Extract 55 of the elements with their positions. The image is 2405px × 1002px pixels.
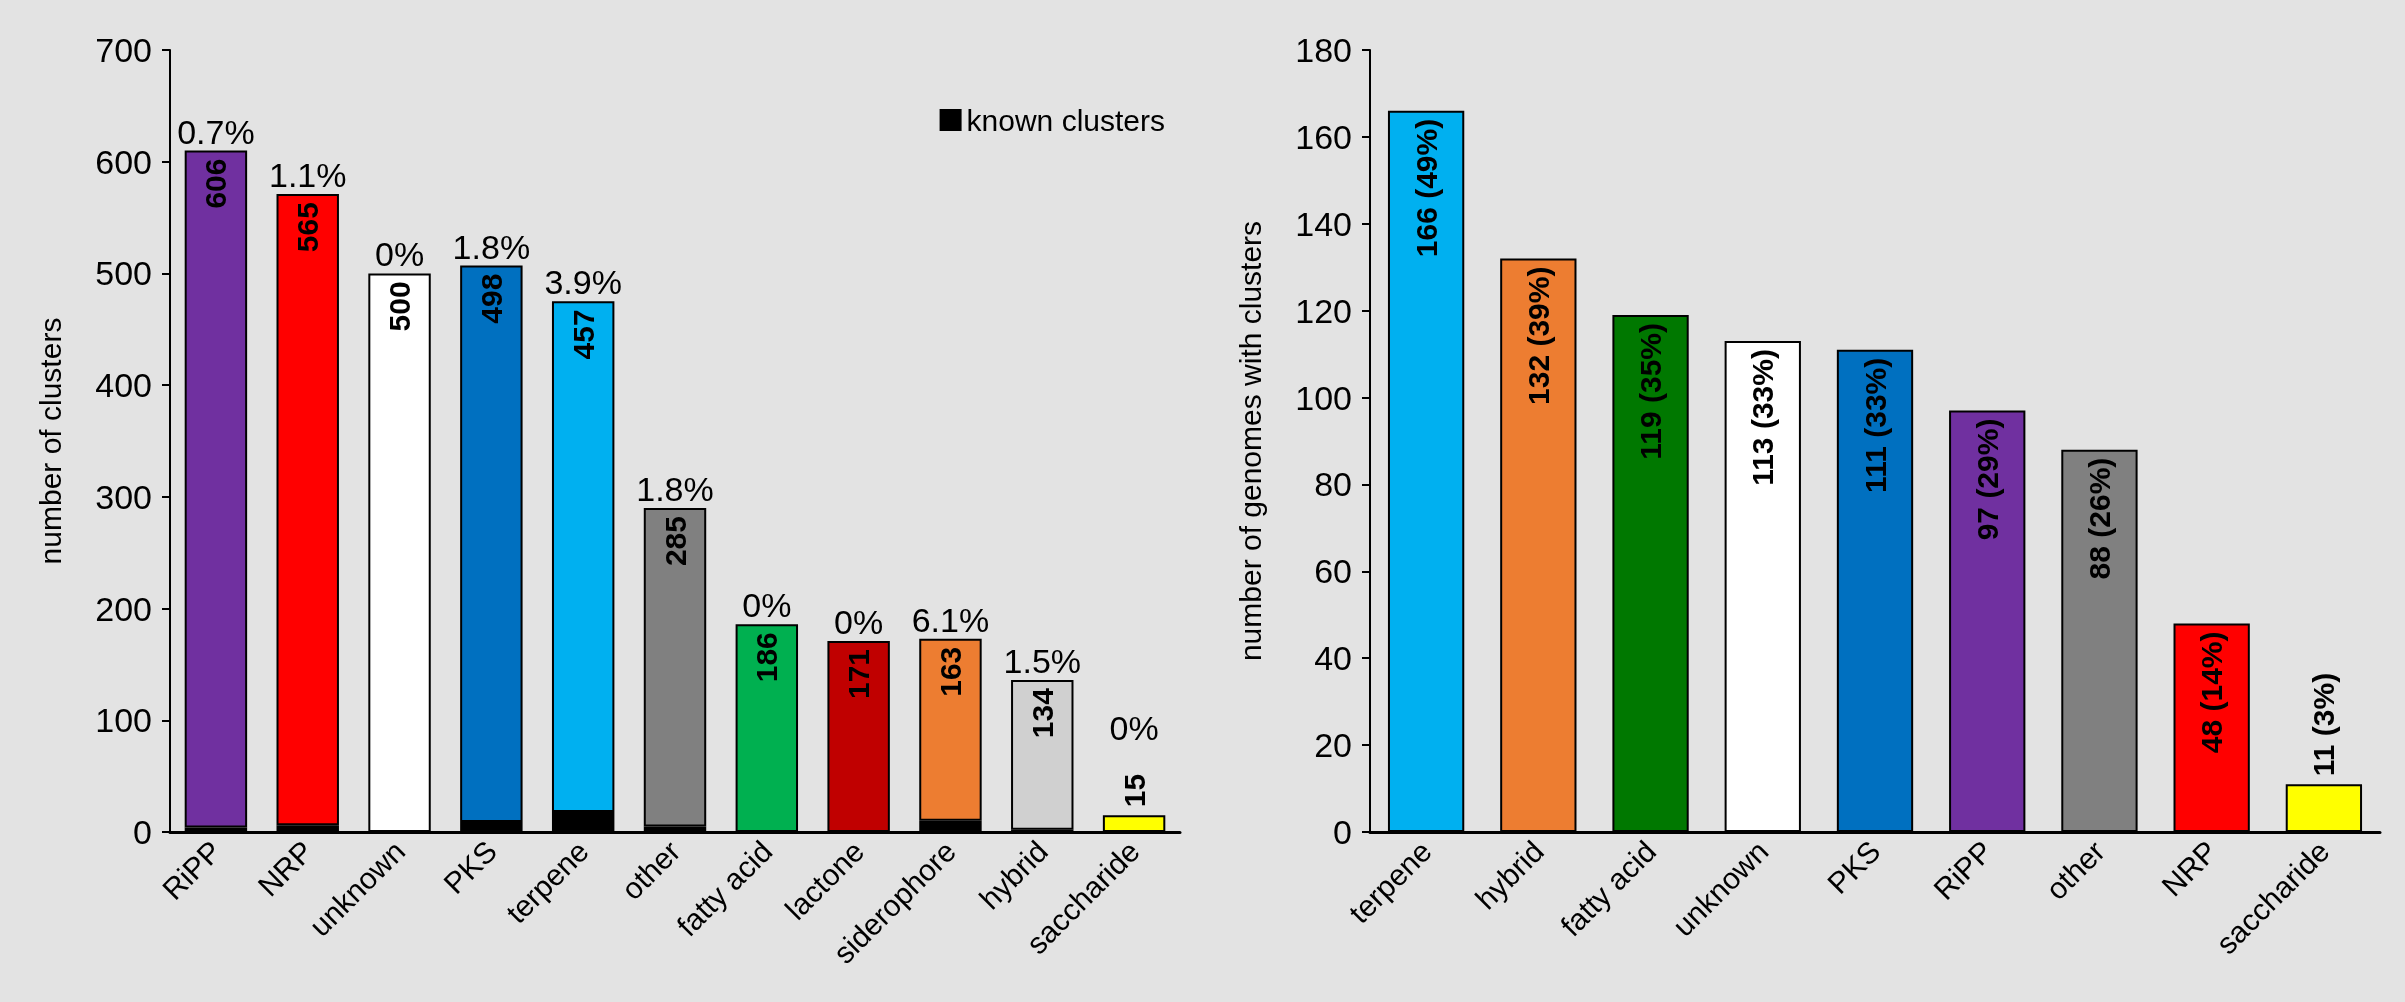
- y-tick-label: 700: [95, 31, 152, 69]
- y-tick-label: 300: [95, 477, 152, 516]
- annotation: 1.5%: [1003, 642, 1082, 681]
- annotation: 3.9%: [544, 263, 622, 302]
- annotation: 1.8%: [636, 470, 714, 509]
- data-label: 565: [291, 202, 325, 253]
- y-tick-label: 500: [95, 254, 152, 293]
- y-tick-label: 0: [1333, 813, 1352, 851]
- annotation: 1.1%: [268, 156, 347, 195]
- data-label: 132 (39%): [1521, 266, 1555, 405]
- bar: [184, 150, 248, 828]
- y-axis-title: number of genomes with clusters: [1233, 220, 1267, 662]
- y-tick-label: 80: [1314, 465, 1352, 504]
- data-label: 134: [1025, 687, 1059, 739]
- y-tick-label: 160: [1295, 117, 1352, 156]
- annotation: 0%: [834, 602, 884, 641]
- annotation: 6.1%: [911, 600, 990, 639]
- data-label: 113 (33%): [1746, 349, 1780, 486]
- data-label: 97 (29%): [1970, 418, 2004, 541]
- data-label: 171: [842, 648, 876, 700]
- y-tick-label: 120: [1295, 291, 1352, 330]
- data-label: 119 (35%): [1634, 323, 1668, 460]
- y-tick-label: 40: [1314, 639, 1352, 678]
- data-label: 606: [199, 158, 233, 209]
- data-label: 285: [658, 516, 692, 567]
- y-axis-title: number of clusters: [33, 317, 67, 565]
- data-label: 166 (49%): [1409, 118, 1443, 258]
- y-tick-label: 20: [1314, 726, 1352, 765]
- y-tick-label: 200: [95, 589, 152, 628]
- legend-label: known clusters: [966, 103, 1166, 137]
- y-tick-label: 100: [95, 701, 152, 740]
- data-label: 457: [566, 309, 600, 360]
- y-tick-label: 0: [133, 813, 152, 851]
- data-label: 15: [1117, 773, 1151, 808]
- data-label: 498: [474, 273, 508, 324]
- bar: [1011, 680, 1074, 830]
- y-tick-label: 100: [1295, 378, 1352, 417]
- annotation: 0%: [374, 235, 425, 274]
- data-label: 111 (33%): [1858, 357, 1892, 493]
- data-label: 88 (26%): [2082, 457, 2116, 580]
- annotation: 1.8%: [452, 227, 531, 266]
- data-label: 48 (14%): [2195, 631, 2229, 754]
- annotation: 0%: [1109, 709, 1159, 748]
- data-label: 186: [750, 632, 784, 683]
- annotation: 0%: [742, 586, 792, 625]
- y-tick-label: 180: [1295, 31, 1352, 69]
- y-tick-label: 600: [95, 142, 152, 181]
- y-tick-label: 140: [1295, 204, 1352, 243]
- data-label: 163: [933, 646, 967, 697]
- data-label: 11 (3%): [2307, 672, 2341, 777]
- y-tick-label: 60: [1314, 552, 1352, 591]
- x-tick-label: fatty acid: [1554, 834, 1663, 943]
- annotation: 0.7%: [177, 112, 255, 151]
- data-label: 500: [383, 281, 417, 332]
- y-tick-label: 400: [95, 366, 152, 405]
